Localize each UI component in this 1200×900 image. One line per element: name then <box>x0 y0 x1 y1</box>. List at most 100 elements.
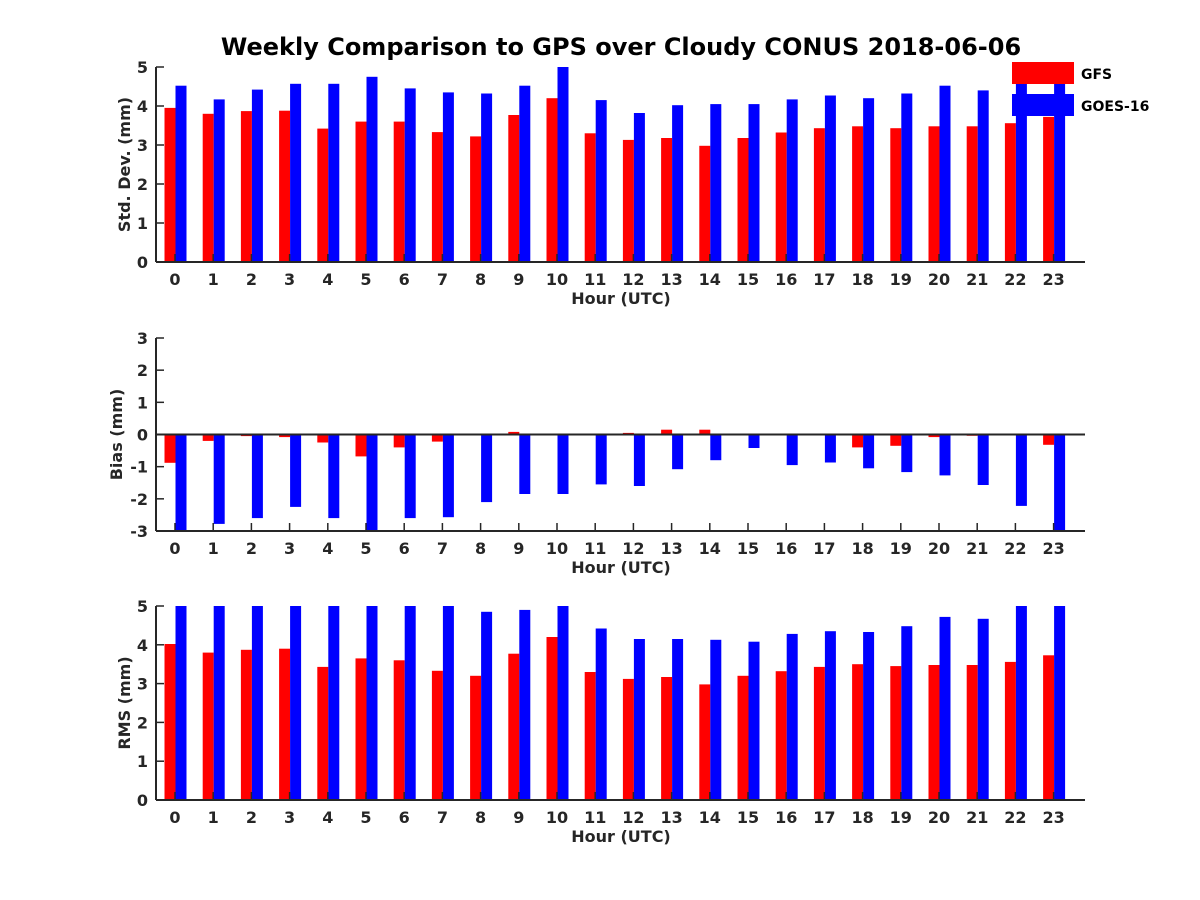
bar-gfs-3 <box>279 110 291 262</box>
y-tick-label: 3 <box>137 136 148 155</box>
bar-gfs-14 <box>699 145 711 262</box>
bar-goes16-3 <box>290 83 302 262</box>
y-axis-label: Bias (mm) <box>107 389 126 481</box>
bar-goes16-14 <box>710 104 722 262</box>
x-tick-label: 6 <box>399 270 410 289</box>
bar-goes16-19 <box>901 626 913 800</box>
bar-gfs-6 <box>393 660 405 800</box>
x-tick-label: 3 <box>284 270 295 289</box>
bar-goes16-10 <box>557 434 569 494</box>
x-tick-label: 16 <box>775 808 797 827</box>
bar-gfs-8 <box>470 675 482 800</box>
bar-goes16-18 <box>863 434 875 469</box>
bar-goes16-21 <box>977 90 989 263</box>
x-tick-label: 1 <box>208 270 219 289</box>
bar-gfs-19 <box>890 128 902 262</box>
legend-label: GOES-16 <box>1081 99 1149 115</box>
bar-goes16-4 <box>328 83 340 262</box>
bar-goes16-6 <box>404 434 416 519</box>
bar-gfs-19 <box>890 666 902 800</box>
bar-gfs-17 <box>813 666 825 800</box>
legend: GFS GOES-16 <box>1012 62 1149 116</box>
x-tick-label: 17 <box>813 270 835 289</box>
x-tick-label: 14 <box>699 539 721 558</box>
bar-goes16-5 <box>366 76 378 263</box>
bar-goes16-1 <box>213 434 225 524</box>
bar-goes16-2 <box>251 89 263 262</box>
bar-gfs-4 <box>317 128 329 262</box>
bar-goes16-6 <box>404 88 416 263</box>
x-tick-label: 13 <box>660 539 682 558</box>
bar-gfs-14 <box>699 429 711 435</box>
x-tick-label: 12 <box>622 808 644 827</box>
x-tick-label: 15 <box>737 808 759 827</box>
x-tick-label: 6 <box>399 808 410 827</box>
bar-gfs-5 <box>355 434 367 457</box>
bar-goes16-22 <box>1015 434 1027 506</box>
y-axis-label: RMS (mm) <box>115 656 134 749</box>
x-tick-label: 22 <box>1004 539 1026 558</box>
bar-goes16-0 <box>175 606 187 800</box>
bar-gfs-9 <box>508 653 520 800</box>
y-tick-label: -2 <box>130 490 148 509</box>
x-tick-label: 11 <box>584 808 606 827</box>
bar-goes16-14 <box>710 434 722 461</box>
x-axis-label: Hour (UTC) <box>571 827 671 846</box>
x-tick-label: 12 <box>622 270 644 289</box>
x-tick-label: 3 <box>284 808 295 827</box>
bar-goes16-20 <box>939 616 951 800</box>
bar-goes16-9 <box>519 434 531 494</box>
bar-goes16-19 <box>901 93 913 262</box>
bar-gfs-15 <box>737 138 749 262</box>
bar-gfs-10 <box>546 637 558 800</box>
y-tick-label: 0 <box>137 426 148 445</box>
x-tick-label: 9 <box>513 808 524 827</box>
x-tick-label: 8 <box>475 808 486 827</box>
x-tick-label: 4 <box>322 539 333 558</box>
bar-goes16-8 <box>481 434 493 503</box>
bar-goes16-16 <box>786 99 798 263</box>
x-tick-label: 21 <box>966 539 988 558</box>
x-tick-label: 21 <box>966 808 988 827</box>
bar-goes16-2 <box>251 606 263 800</box>
bar-gfs-7 <box>431 132 443 262</box>
bar-goes16-11 <box>595 434 607 485</box>
bar-gfs-9 <box>508 115 520 262</box>
y-tick-label: 2 <box>137 175 148 194</box>
bar-goes16-8 <box>481 611 493 800</box>
bar-gfs-5 <box>355 658 367 800</box>
bar-gfs-20 <box>928 126 940 262</box>
x-tick-label: 5 <box>360 270 371 289</box>
bar-goes16-23 <box>1054 82 1066 262</box>
bar-goes16-15 <box>748 104 760 262</box>
x-tick-label: 20 <box>928 270 950 289</box>
bar-goes16-12 <box>633 639 645 800</box>
x-tick-label: 20 <box>928 808 950 827</box>
x-tick-label: 13 <box>660 270 682 289</box>
x-tick-label: 11 <box>584 539 606 558</box>
bar-goes16-18 <box>863 98 875 262</box>
bar-gfs-5 <box>355 121 367 262</box>
x-tick-label: 19 <box>890 808 912 827</box>
bar-goes16-23 <box>1054 606 1066 800</box>
x-tick-label: 7 <box>437 539 448 558</box>
bar-goes16-21 <box>977 434 989 485</box>
x-tick-label: 23 <box>1042 808 1064 827</box>
bar-gfs-18 <box>852 664 864 800</box>
bar-goes16-13 <box>672 434 684 470</box>
bar-gfs-22 <box>1004 661 1016 800</box>
x-tick-label: 2 <box>246 808 257 827</box>
bar-goes16-16 <box>786 633 798 800</box>
bar-gfs-23 <box>1043 655 1055 800</box>
bar-goes16-3 <box>290 606 302 800</box>
x-tick-label: 7 <box>437 270 448 289</box>
bar-gfs-9 <box>508 431 520 435</box>
x-tick-label: 6 <box>399 539 410 558</box>
bar-gfs-12 <box>622 678 634 800</box>
x-tick-label: 23 <box>1042 539 1064 558</box>
y-tick-label: 5 <box>137 58 148 77</box>
bar-gfs-10 <box>546 98 558 262</box>
legend-swatch-goes16 <box>1012 94 1074 116</box>
